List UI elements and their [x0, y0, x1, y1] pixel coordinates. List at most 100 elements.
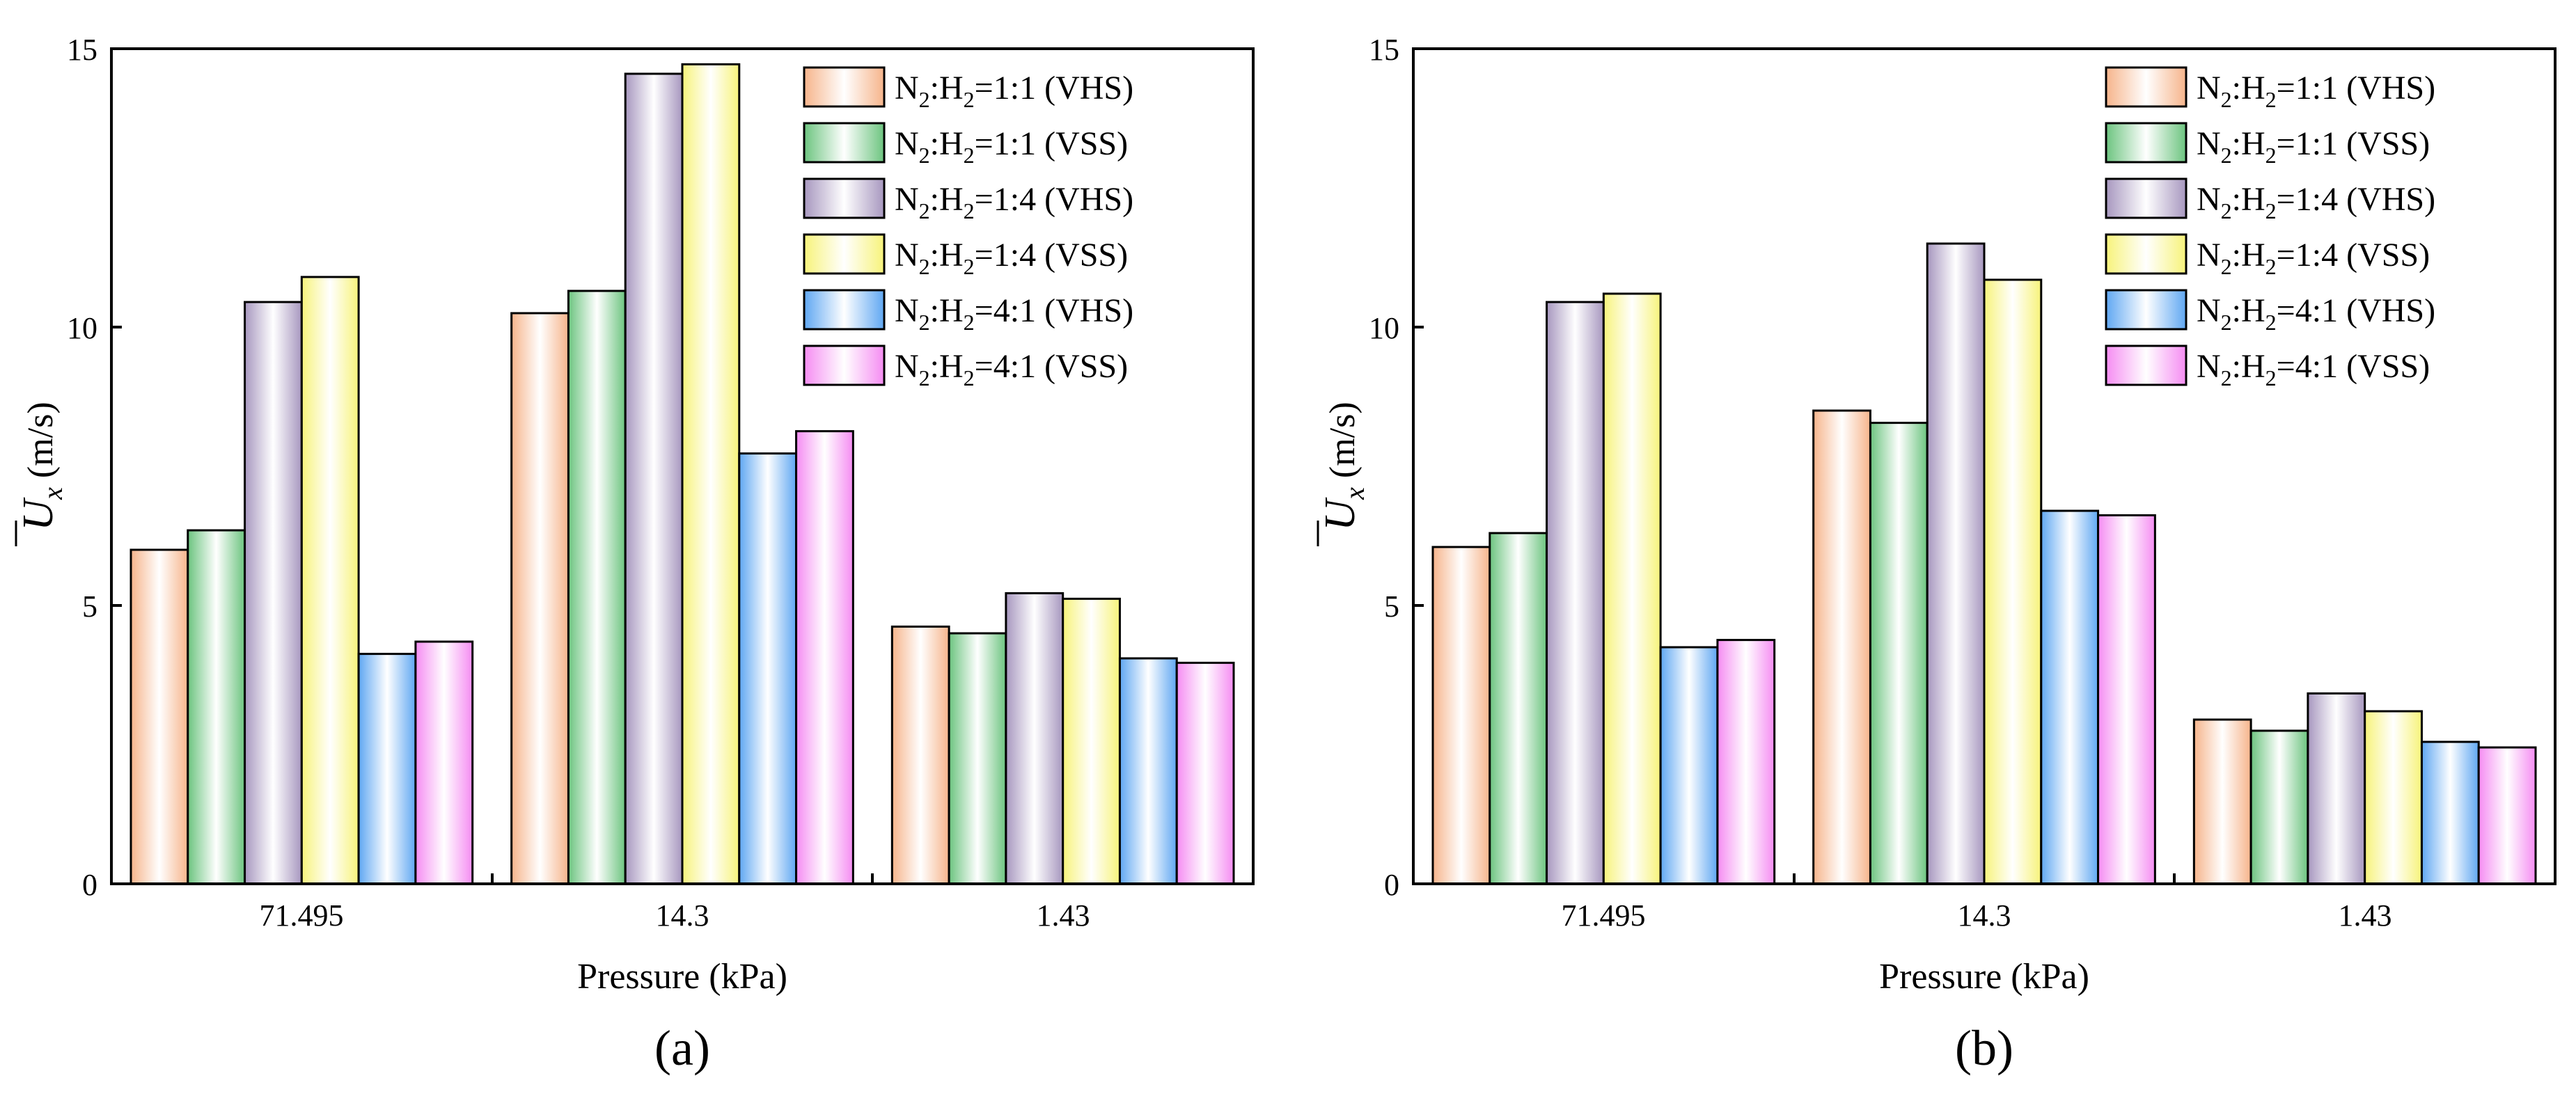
bar-b-series-1-14.3 — [1812, 409, 1871, 885]
x-ticks-a — [491, 873, 874, 884]
y-tick-label: 15 — [1369, 33, 1399, 67]
legend-label: N2:H2=4:1 (VSS) — [2197, 348, 2430, 390]
legend-label: N2:H2=1:4 (VHS) — [895, 181, 1133, 223]
y-axis-unit: (m/s) — [1323, 402, 1362, 487]
bar-b-series-4-14.3 — [1983, 278, 2043, 885]
bar-a-series-6-1.43 — [1175, 661, 1235, 885]
legend-label: N2:H2=1:1 (VSS) — [2197, 125, 2430, 168]
y-ticks-b — [1413, 47, 1424, 885]
legend-swatch — [803, 344, 886, 386]
y-tick-label: 15 — [67, 33, 97, 67]
bar-b-series-6-1.43 — [2477, 746, 2537, 885]
bar-b-series-3-14.3 — [1926, 242, 1986, 885]
legend-label: N2:H2=1:4 (VSS) — [895, 237, 1128, 279]
bar-a-series-5-1.43 — [1118, 657, 1178, 885]
bar-a-series-4-71.495 — [300, 276, 360, 885]
bar-b-series-3-1.43 — [2307, 692, 2366, 885]
legend-swatch — [2105, 177, 2188, 219]
legend-label: N2:H2=1:4 (VHS) — [2197, 181, 2435, 223]
y-axis-subscript: x — [1339, 487, 1370, 500]
bar-b-series-1-1.43 — [2192, 718, 2252, 885]
plot-frame-a — [110, 47, 1255, 885]
y-tick-label: 10 — [67, 311, 97, 345]
legend-label: N2:H2=1:1 (VHS) — [2197, 70, 2435, 112]
y-ticks-a — [111, 47, 122, 885]
bar-a-series-5-71.495 — [357, 653, 417, 885]
legend-b: N2:H2=1:1 (VHS) N2:H2=1:1 (VSS) N2:H2=1:… — [2105, 66, 2435, 390]
bar-b-series-6-71.495 — [1716, 639, 1776, 885]
legend-swatch — [2105, 344, 2188, 386]
x-tick-label: 1.43 — [2339, 898, 2392, 933]
y-axis-title: Ux (m/s) — [1317, 402, 1370, 546]
legend-swatch — [2105, 289, 2188, 331]
legend-label: N2:H2=4:1 (VHS) — [895, 292, 1133, 335]
y-axis-symbol: U — [1317, 497, 1364, 531]
legend-label: N2:H2=1:1 (VSS) — [895, 125, 1128, 168]
legend-a: N2:H2=1:1 (VHS) N2:H2=1:1 (VSS) N2:H2=1:… — [803, 66, 1133, 390]
y-tick-label: 0 — [1384, 868, 1399, 902]
y-axis-unit: (m/s) — [21, 402, 61, 487]
plot-frame-b — [1412, 47, 2557, 885]
legend-swatch — [803, 122, 886, 164]
legend-swatch — [803, 177, 886, 219]
x-axis-title: Pressure (kPa) — [1879, 957, 2089, 997]
bar-a-series-1-14.3 — [510, 312, 570, 885]
bar-a-series-6-14.3 — [795, 430, 854, 885]
x-tick-label: 14.3 — [1958, 898, 2011, 933]
bar-a-series-2-14.3 — [567, 290, 627, 885]
bar-b-series-2-14.3 — [1869, 422, 1929, 885]
y-axis-symbol: U — [15, 497, 62, 531]
y-tick-label: 5 — [82, 589, 97, 624]
x-ticks-b — [1793, 873, 2176, 884]
legend-swatch — [803, 289, 886, 331]
legend-swatch — [803, 233, 886, 275]
bar-b-series-5-71.495 — [1659, 646, 1719, 885]
bar-a-series-2-1.43 — [948, 632, 1007, 885]
legend-label: N2:H2=1:4 (VSS) — [2197, 237, 2430, 279]
bar-a-series-4-1.43 — [1062, 597, 1121, 885]
legend-swatch — [2105, 66, 2188, 108]
svg-text:Ux (m/s): Ux (m/s) — [1317, 402, 1370, 530]
y-tick-label: 5 — [1384, 589, 1399, 624]
panel-label-a: (a) — [654, 1020, 710, 1076]
bar-b-series-4-71.495 — [1602, 292, 1662, 885]
legend-swatch — [2105, 233, 2188, 275]
bar-b-series-5-1.43 — [2420, 740, 2480, 885]
legend-label: N2:H2=4:1 (VSS) — [895, 348, 1128, 390]
bar-a-series-1-1.43 — [890, 625, 950, 885]
bar-a-series-6-71.495 — [414, 640, 474, 885]
bar-a-series-4-14.3 — [681, 63, 741, 885]
bar-a-series-2-71.495 — [187, 529, 246, 885]
x-tick-label: 71.495 — [1562, 898, 1646, 933]
x-tick-label: 1.43 — [1037, 898, 1090, 933]
bars-panel-a — [129, 63, 1235, 885]
y-tick-label: 0 — [82, 868, 97, 902]
x-axis-title: Pressure (kPa) — [577, 957, 787, 997]
bar-b-series-6-14.3 — [2097, 514, 2156, 885]
bar-b-series-1-71.495 — [1431, 546, 1491, 885]
y-tick-label: 10 — [1369, 311, 1399, 345]
bar-a-series-3-1.43 — [1005, 592, 1065, 885]
bar-a-series-3-14.3 — [624, 72, 684, 885]
bar-b-series-4-1.43 — [2364, 710, 2423, 885]
bars-panel-b — [1431, 242, 2537, 885]
y-axis-title: Ux (m/s) — [15, 402, 68, 546]
bar-a-series-5-14.3 — [738, 452, 798, 885]
legend-swatch — [2105, 122, 2188, 164]
bar-b-series-5-14.3 — [2040, 509, 2100, 885]
x-tick-label: 14.3 — [656, 898, 709, 933]
bar-a-series-3-71.495 — [244, 301, 303, 885]
panel-a: 0 5 10 15 71.495 14.3 1.43 Pressure (kPa… — [15, 33, 1255, 1076]
x-tick-label: 71.495 — [260, 898, 344, 933]
legend-swatch — [803, 66, 886, 108]
bar-a-series-1-71.495 — [129, 548, 189, 885]
bar-b-series-3-71.495 — [1546, 301, 1605, 885]
y-axis-subscript: x — [37, 487, 68, 500]
legend-label: N2:H2=1:1 (VHS) — [895, 70, 1133, 112]
panel-b: 0 5 10 15 71.495 14.3 1.43 Pressure (kPa… — [1317, 33, 2557, 1076]
legend-label: N2:H2=4:1 (VHS) — [2197, 292, 2435, 335]
panel-label-b: (b) — [1955, 1020, 2013, 1076]
bar-b-series-2-1.43 — [2249, 729, 2309, 885]
bar-b-series-2-71.495 — [1489, 532, 1548, 885]
